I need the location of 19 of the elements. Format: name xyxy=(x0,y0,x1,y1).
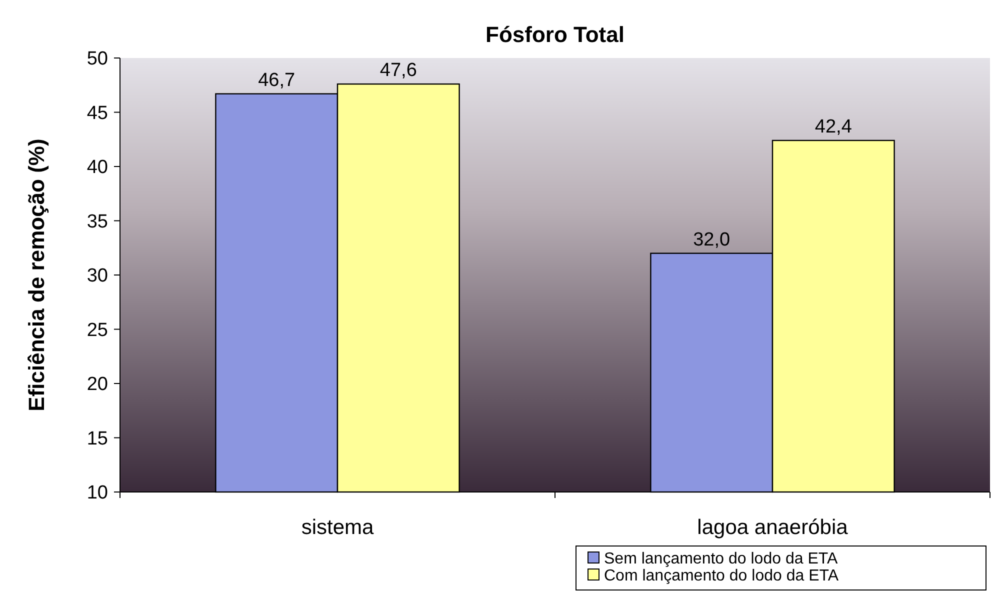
y-tick-label: 10 xyxy=(86,482,108,504)
y-tick-label: 50 xyxy=(86,48,108,70)
y-tick-label: 35 xyxy=(86,211,108,232)
legend-label: Sem lançamento do lodo da ETA xyxy=(604,550,838,568)
chart-title: Fósforo Total xyxy=(486,22,624,47)
y-tick-label: 25 xyxy=(86,320,108,341)
y-tick-label: 20 xyxy=(86,374,108,396)
data-label: 47,6 xyxy=(380,60,417,82)
data-label: 42,4 xyxy=(814,116,852,138)
data-label: 46,7 xyxy=(258,70,296,91)
x-tick-label: lagoa anaeróbia xyxy=(697,516,848,539)
y-tick-label: 15 xyxy=(86,428,108,450)
data-label: 32,0 xyxy=(693,229,730,250)
y-tick-label: 30 xyxy=(86,266,108,287)
x-tick-label: sistema xyxy=(301,516,374,539)
legend-label: Com lançamento do lodo da ETA xyxy=(604,568,839,585)
y-tick-label: 40 xyxy=(86,157,108,178)
y-axis-title: Eficiência de remoção (%) xyxy=(24,138,49,412)
y-tick-label: 45 xyxy=(86,102,108,124)
